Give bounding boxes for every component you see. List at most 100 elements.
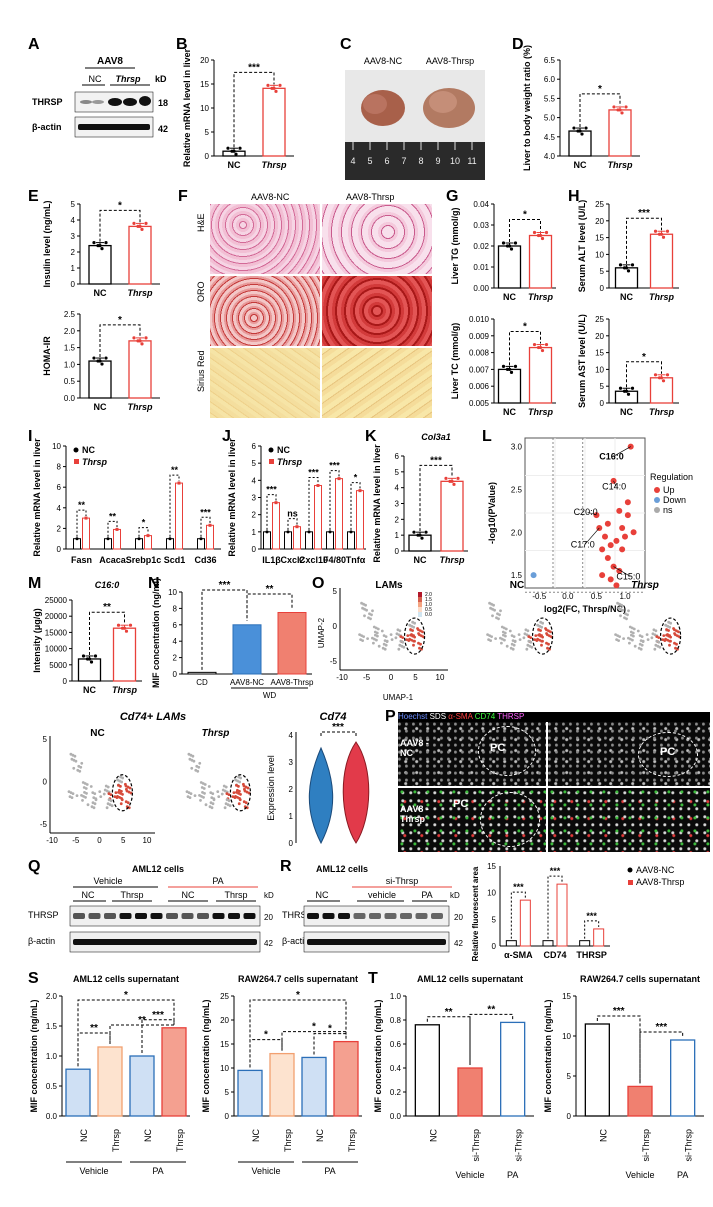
cell-point [94, 798, 98, 802]
significance-bracket [469, 1013, 514, 1065]
data-point [266, 83, 270, 87]
group-label: Vehicle [455, 1170, 484, 1180]
data-point [137, 537, 141, 541]
panel-j-chart: 0 1 2 3 4 5 6 Relative mRNA level in liver NC Thr… [227, 438, 366, 565]
significance-bracket [509, 331, 541, 366]
subgroup-label: PA [421, 890, 432, 900]
data-point [507, 244, 512, 248]
cell-point [370, 613, 373, 617]
cell-point [383, 647, 387, 651]
x-tick-label: Cxcl10 [299, 555, 328, 565]
significance-bracket [584, 920, 600, 939]
y-tick-label: 1 [289, 812, 294, 821]
cell-point [371, 609, 374, 613]
x-tick-label: Srebp1c [126, 555, 162, 565]
data-point [104, 241, 108, 245]
umap-title: LAMs [375, 580, 403, 591]
significance-bracket [233, 71, 275, 148]
panel-t-right-chart: RAW264.7 cells supernatant 0 5 10 15 MIF conc… [543, 974, 704, 1180]
group-label: PA [212, 876, 223, 886]
significance-label: * [598, 84, 602, 95]
data-point [122, 626, 127, 630]
cell-point [114, 791, 118, 794]
y-tick-label: 0 [205, 152, 210, 161]
y-axis-label: Relative mRNA level in liver [182, 48, 192, 167]
cell-point [227, 799, 231, 803]
x-tick-label: NC [574, 160, 587, 170]
blot-band [322, 913, 335, 919]
cluster-outline [111, 774, 134, 812]
subgroup-label: vehicle [368, 890, 396, 900]
annotation-label: C16:0 [599, 451, 624, 461]
y-tick-label: 1.0 [64, 360, 76, 369]
y-tick-label: 1.5 [46, 1022, 58, 1031]
x-tick-label: NC [598, 1129, 608, 1142]
blot-group-label: AAV8 [97, 56, 123, 67]
data-point [513, 241, 518, 245]
cell-point [246, 786, 250, 790]
blot-row-label: β-actin [28, 936, 55, 946]
bar [670, 1039, 696, 1117]
y-tick-label: 0 [492, 942, 497, 951]
legend-marker [269, 459, 274, 464]
cell-point [79, 765, 83, 769]
cell-point [202, 796, 205, 799]
y-tick-label: 15 [595, 349, 604, 358]
y-tick-label: 1.5 [64, 344, 76, 353]
chart-title: AML12 cells supernatant [73, 974, 179, 984]
significance-label: ** [487, 1004, 495, 1015]
y-tick-label: 5 [395, 468, 400, 477]
y-tick-label: 6 [395, 452, 400, 461]
data-point [626, 269, 631, 273]
bar [497, 245, 522, 289]
cell-point [669, 639, 672, 643]
y-axis-label: MIF concentration (ng/mL) [543, 1000, 553, 1113]
legend-marker [628, 880, 633, 885]
y-tick-label: 6.0 [544, 75, 556, 84]
data-point [115, 527, 119, 531]
scale-label: 2.0 [425, 592, 432, 598]
blot-band [150, 913, 163, 919]
y-tick-label: 25000 [45, 596, 68, 605]
svg-text:42: 42 [158, 124, 168, 134]
cell-point [618, 635, 621, 638]
data-point [420, 536, 424, 540]
panel-label-i: I [28, 428, 33, 445]
cell-point [641, 639, 645, 643]
cell-point [545, 632, 548, 635]
y-tick-label: 2 [289, 785, 294, 794]
cell-point [497, 617, 500, 621]
umap-plot: Thrsp [185, 728, 252, 812]
cell-point [529, 636, 533, 639]
y-tick-label: 4 [289, 731, 294, 740]
data-point [507, 367, 512, 371]
data-point [618, 386, 623, 390]
x-tick-label: THRSP [576, 950, 607, 960]
scale-label: 1.5 [425, 597, 432, 603]
significance-bracket [266, 494, 277, 530]
data-point [532, 230, 537, 235]
cell-point [109, 793, 113, 796]
x-tick-label: Cxcl2 [280, 555, 304, 565]
data-point [665, 373, 670, 377]
bar [347, 531, 355, 550]
blot-row-label: β-actin [282, 936, 309, 946]
legend-marker [74, 459, 79, 464]
data-point [146, 534, 150, 538]
y-tick-label: 0.0 [46, 1112, 58, 1121]
bar [408, 534, 432, 552]
blot-title: AML12 cells [316, 864, 368, 874]
panel-p-fluor-bar-chart: 0 5 10 15 Relative fluorescent area *** α-SMA *… [471, 862, 684, 961]
significance-bracket [287, 518, 298, 530]
bar [144, 535, 152, 550]
blot-band [119, 913, 132, 919]
y-tick-label: 5000 [49, 661, 67, 670]
bar [113, 528, 121, 550]
panel-label-s: S [28, 970, 39, 987]
blot-band [338, 913, 350, 919]
cell-point [508, 629, 512, 633]
cell-point [110, 804, 114, 808]
y-tick-label: 0.03 [473, 221, 489, 230]
bar [263, 531, 271, 550]
y-axis-label: Liver to body weight ratio (%) [522, 45, 532, 171]
